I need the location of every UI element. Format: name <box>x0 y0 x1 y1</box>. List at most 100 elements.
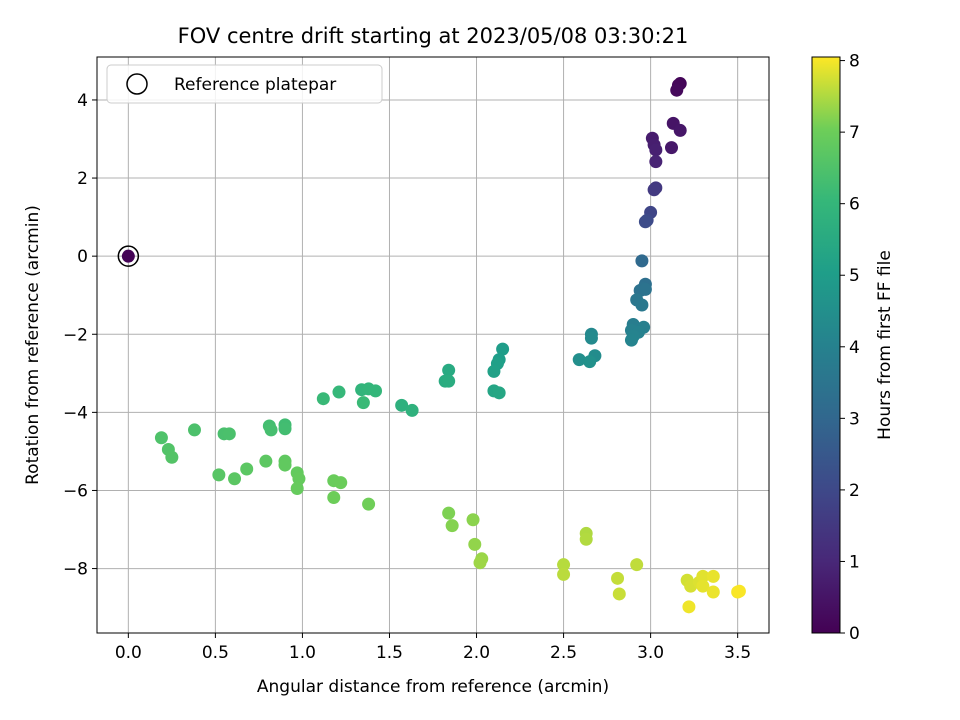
y-tick-label: 2 <box>77 169 88 189</box>
data-point <box>706 585 720 599</box>
data-point <box>638 282 652 296</box>
data-point <box>682 600 696 614</box>
data-point <box>332 385 346 399</box>
data-point <box>369 384 383 398</box>
data-point <box>362 497 376 511</box>
data-point <box>356 396 370 410</box>
data-point <box>259 454 273 468</box>
data-point <box>665 141 679 155</box>
data-point <box>487 364 501 378</box>
data-point <box>696 569 710 583</box>
data-point <box>334 476 348 490</box>
x-tick-label: 0.5 <box>202 643 229 663</box>
data-point <box>222 427 236 441</box>
data-points <box>117 77 746 614</box>
data-point <box>557 567 571 581</box>
data-point <box>154 431 168 445</box>
colorbar-ticks: 0 1 2 3 4 5 6 7 8 <box>840 52 860 644</box>
x-tick-label: 1.5 <box>376 643 403 663</box>
data-point <box>278 422 292 436</box>
data-point <box>405 403 419 417</box>
data-point <box>212 468 226 482</box>
data-point <box>290 482 304 496</box>
legend-reference-marker <box>126 73 148 95</box>
colorbar-tick-label: 4 <box>849 338 860 358</box>
data-point <box>670 83 684 97</box>
data-point <box>165 450 179 464</box>
data-point <box>584 331 598 345</box>
data-point <box>292 472 306 486</box>
colorbar-tick-label: 2 <box>849 481 860 501</box>
data-point <box>442 363 456 377</box>
y-tick-label: −2 <box>63 325 88 345</box>
data-point <box>442 374 456 388</box>
colorbar-tick-label: 3 <box>849 409 860 429</box>
plot-area: 0.0 0.5 1.0 1.5 2.0 2.5 3.0 3.5 4 2 0 −2 −4 −6 −8 <box>63 56 770 663</box>
data-point <box>327 490 341 504</box>
data-point <box>264 423 278 437</box>
plot-frame <box>96 56 770 634</box>
colorbar-gradient <box>811 56 841 634</box>
data-point <box>228 472 242 486</box>
data-point <box>442 506 456 520</box>
data-point <box>278 458 292 472</box>
data-point <box>395 398 409 412</box>
x-tick-label: 3.0 <box>637 643 664 663</box>
colorbar-tick-label: 6 <box>849 195 860 215</box>
data-point <box>316 392 330 406</box>
data-point <box>612 587 626 601</box>
data-point <box>473 556 487 570</box>
y-tick-label: −4 <box>63 403 88 423</box>
data-point <box>187 423 201 437</box>
data-point <box>583 355 597 369</box>
data-point <box>649 143 663 157</box>
y-tick-label: 4 <box>77 91 88 111</box>
data-point <box>557 558 571 572</box>
y-tick-label: −8 <box>63 560 88 580</box>
data-point <box>579 532 593 546</box>
colorbar-tick-label: 7 <box>849 123 860 143</box>
data-point <box>492 386 506 400</box>
data-point <box>240 462 254 476</box>
data-point <box>635 254 649 268</box>
data-point <box>572 353 586 367</box>
data-point <box>649 155 663 169</box>
data-point <box>630 558 644 572</box>
data-point <box>673 123 687 137</box>
data-point <box>696 579 710 593</box>
y-tick-label: 0 <box>77 247 88 267</box>
data-point <box>121 249 135 263</box>
data-point <box>624 333 638 347</box>
colorbar-tick-label: 8 <box>849 52 860 72</box>
colorbar-tick-label: 5 <box>849 266 860 286</box>
x-axis-label: Angular distance from reference (arcmin) <box>257 677 609 697</box>
data-point <box>638 215 652 229</box>
data-point <box>466 513 480 527</box>
data-point <box>468 537 482 551</box>
legend-box <box>106 64 383 104</box>
x-axis-ticks: 0.0 0.5 1.0 1.5 2.0 2.5 3.0 3.5 <box>115 633 751 663</box>
y-axis-ticks: 4 2 0 −2 −4 −6 −8 <box>63 91 97 580</box>
data-point <box>496 342 510 356</box>
data-point <box>706 569 720 583</box>
colorbar: 0 1 2 3 4 5 6 7 8 Hours from first FF file <box>811 52 895 644</box>
data-point <box>445 519 459 533</box>
reference-platepar-marker <box>117 245 140 267</box>
colorbar-tick-label: 1 <box>849 552 860 572</box>
legend-reference-label: Reference platepar <box>174 75 336 95</box>
x-tick-label: 2.5 <box>550 643 577 663</box>
colorbar-tick-label: 0 <box>849 624 860 644</box>
data-point <box>647 183 661 197</box>
data-point <box>611 571 625 585</box>
data-point <box>732 584 746 598</box>
x-tick-label: 3.5 <box>724 643 751 663</box>
y-tick-label: −6 <box>63 481 88 501</box>
data-point <box>635 298 649 312</box>
legend: Reference platepar <box>106 64 383 104</box>
colorbar-label: Hours from first FF file <box>875 250 895 440</box>
y-axis-label: Rotation from reference (arcmin) <box>23 205 43 485</box>
chart-title: FOV centre drift starting at 2023/05/08 … <box>178 24 689 48</box>
x-tick-label: 2.0 <box>463 643 490 663</box>
x-tick-label: 1.0 <box>289 643 316 663</box>
